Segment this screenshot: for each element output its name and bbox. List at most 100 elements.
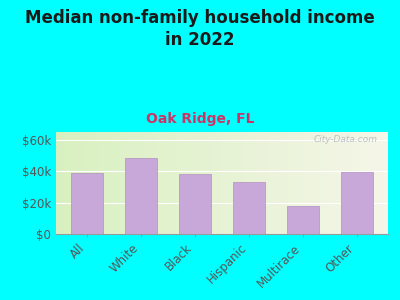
Bar bbox=[111, 132, 112, 234]
Bar bbox=[177, 132, 179, 234]
Bar bbox=[149, 132, 151, 234]
Bar bbox=[64, 132, 66, 234]
Bar bbox=[233, 182, 265, 234]
Bar bbox=[350, 132, 352, 234]
Bar bbox=[313, 132, 315, 234]
Bar bbox=[352, 132, 353, 234]
Bar bbox=[106, 132, 108, 234]
Bar bbox=[204, 132, 206, 234]
Bar bbox=[134, 132, 136, 234]
Bar bbox=[345, 132, 346, 234]
Bar bbox=[129, 132, 131, 234]
Bar bbox=[348, 132, 350, 234]
Bar bbox=[176, 132, 177, 234]
Bar bbox=[215, 132, 217, 234]
Bar bbox=[244, 132, 245, 234]
Bar bbox=[305, 132, 307, 234]
Bar bbox=[280, 132, 282, 234]
Bar bbox=[102, 132, 104, 234]
Bar bbox=[247, 132, 248, 234]
Bar bbox=[326, 132, 328, 234]
Bar bbox=[217, 132, 219, 234]
Bar bbox=[375, 132, 376, 234]
Bar bbox=[199, 132, 200, 234]
Bar bbox=[222, 132, 224, 234]
Bar bbox=[225, 132, 227, 234]
Bar bbox=[121, 132, 122, 234]
Bar bbox=[89, 132, 91, 234]
Bar bbox=[363, 132, 365, 234]
Bar bbox=[187, 132, 189, 234]
Bar bbox=[285, 132, 287, 234]
Bar bbox=[385, 132, 386, 234]
Bar bbox=[333, 132, 335, 234]
Bar bbox=[69, 132, 71, 234]
Bar bbox=[378, 132, 380, 234]
Bar bbox=[248, 132, 250, 234]
Bar bbox=[167, 132, 169, 234]
Bar bbox=[182, 132, 184, 234]
Bar bbox=[207, 132, 209, 234]
Bar bbox=[355, 132, 356, 234]
Bar bbox=[202, 132, 204, 234]
Bar bbox=[254, 132, 255, 234]
Bar bbox=[81, 132, 82, 234]
Bar bbox=[322, 132, 323, 234]
Bar bbox=[164, 132, 166, 234]
Bar bbox=[255, 132, 257, 234]
Bar bbox=[170, 132, 172, 234]
Bar bbox=[308, 132, 310, 234]
Bar bbox=[365, 132, 366, 234]
Bar bbox=[343, 132, 345, 234]
Bar bbox=[330, 132, 332, 234]
Text: Median non-family household income
in 2022: Median non-family household income in 20… bbox=[25, 9, 375, 49]
Text: Oak Ridge, FL: Oak Ridge, FL bbox=[146, 112, 254, 127]
Bar bbox=[190, 132, 192, 234]
Bar bbox=[265, 132, 267, 234]
Bar bbox=[320, 132, 322, 234]
Bar bbox=[78, 132, 79, 234]
Bar bbox=[157, 132, 159, 234]
Bar bbox=[307, 132, 308, 234]
Bar bbox=[288, 132, 290, 234]
Bar bbox=[112, 132, 114, 234]
Bar bbox=[353, 132, 355, 234]
Bar bbox=[126, 132, 127, 234]
Bar bbox=[386, 132, 388, 234]
Bar bbox=[317, 132, 318, 234]
Bar bbox=[267, 132, 268, 234]
Bar bbox=[162, 132, 164, 234]
Bar bbox=[318, 132, 320, 234]
Bar bbox=[71, 173, 104, 234]
Bar bbox=[118, 132, 119, 234]
Bar bbox=[172, 132, 174, 234]
Bar bbox=[332, 132, 333, 234]
Bar bbox=[109, 132, 111, 234]
Bar bbox=[245, 132, 247, 234]
Bar bbox=[325, 132, 326, 234]
Bar bbox=[214, 132, 215, 234]
Bar bbox=[358, 132, 360, 234]
Bar bbox=[63, 132, 64, 234]
Bar bbox=[179, 132, 180, 234]
Bar bbox=[68, 132, 69, 234]
Bar bbox=[238, 132, 240, 234]
Bar bbox=[346, 132, 348, 234]
Bar bbox=[381, 132, 383, 234]
Bar bbox=[360, 132, 362, 234]
Bar bbox=[287, 206, 319, 234]
Bar bbox=[383, 132, 385, 234]
Bar bbox=[362, 132, 363, 234]
Bar bbox=[277, 132, 278, 234]
Bar bbox=[160, 132, 162, 234]
Bar bbox=[340, 132, 342, 234]
Bar bbox=[137, 132, 139, 234]
Bar bbox=[298, 132, 300, 234]
Bar bbox=[212, 132, 214, 234]
Bar bbox=[237, 132, 238, 234]
Bar bbox=[159, 132, 160, 234]
Bar bbox=[132, 132, 134, 234]
Bar bbox=[194, 132, 196, 234]
Bar bbox=[210, 132, 212, 234]
Bar bbox=[73, 132, 74, 234]
